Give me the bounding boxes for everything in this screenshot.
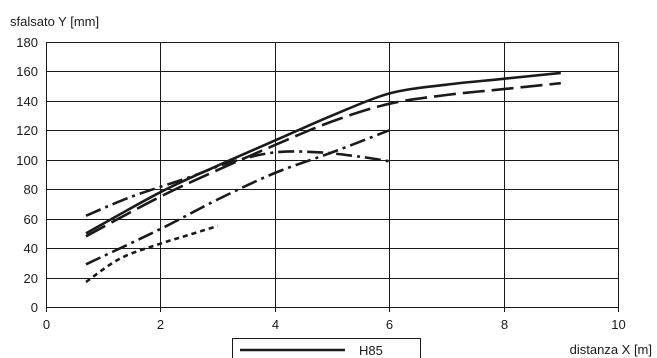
y-axis-title: sfalsato Y [mm] bbox=[10, 14, 99, 29]
y-tick-label: 160 bbox=[16, 64, 38, 79]
grid bbox=[46, 42, 619, 312]
x-axis-title: distanza X [m] bbox=[570, 342, 652, 357]
y-tick-label: 140 bbox=[16, 94, 38, 109]
y-tick-label: 0 bbox=[31, 300, 38, 315]
x-tick-label: 2 bbox=[157, 317, 164, 332]
series-line-5 bbox=[85, 224, 218, 284]
x-tick-label: 8 bbox=[501, 317, 508, 332]
y-tick-label: 100 bbox=[16, 153, 38, 168]
y-tick-label: 80 bbox=[24, 182, 38, 197]
y-tick-label: 40 bbox=[24, 241, 38, 256]
series-lines bbox=[85, 71, 561, 284]
tick-labels: 0 20 40 60 80 100 120 140 160 180 0 2 4 6 8 10 bbox=[16, 35, 625, 332]
x-tick-label: 4 bbox=[272, 317, 279, 332]
legend-box bbox=[232, 338, 421, 358]
y-tick-label: 120 bbox=[16, 123, 38, 138]
series-line-2 bbox=[85, 81, 561, 238]
y-tick-label: 180 bbox=[16, 35, 38, 50]
x-tick-label: 10 bbox=[611, 317, 625, 332]
legend: H85 bbox=[232, 338, 421, 358]
plot-frame bbox=[46, 42, 619, 308]
series-line-4 bbox=[85, 129, 390, 266]
series-line-1 bbox=[85, 71, 561, 235]
series-line-3 bbox=[85, 150, 390, 217]
legend-label-h85: H85 bbox=[359, 343, 383, 358]
x-tick-label: 6 bbox=[386, 317, 393, 332]
y-tick-label: 60 bbox=[24, 212, 38, 227]
x-tick-label: 0 bbox=[43, 317, 50, 332]
y-tick-label: 20 bbox=[24, 271, 38, 286]
